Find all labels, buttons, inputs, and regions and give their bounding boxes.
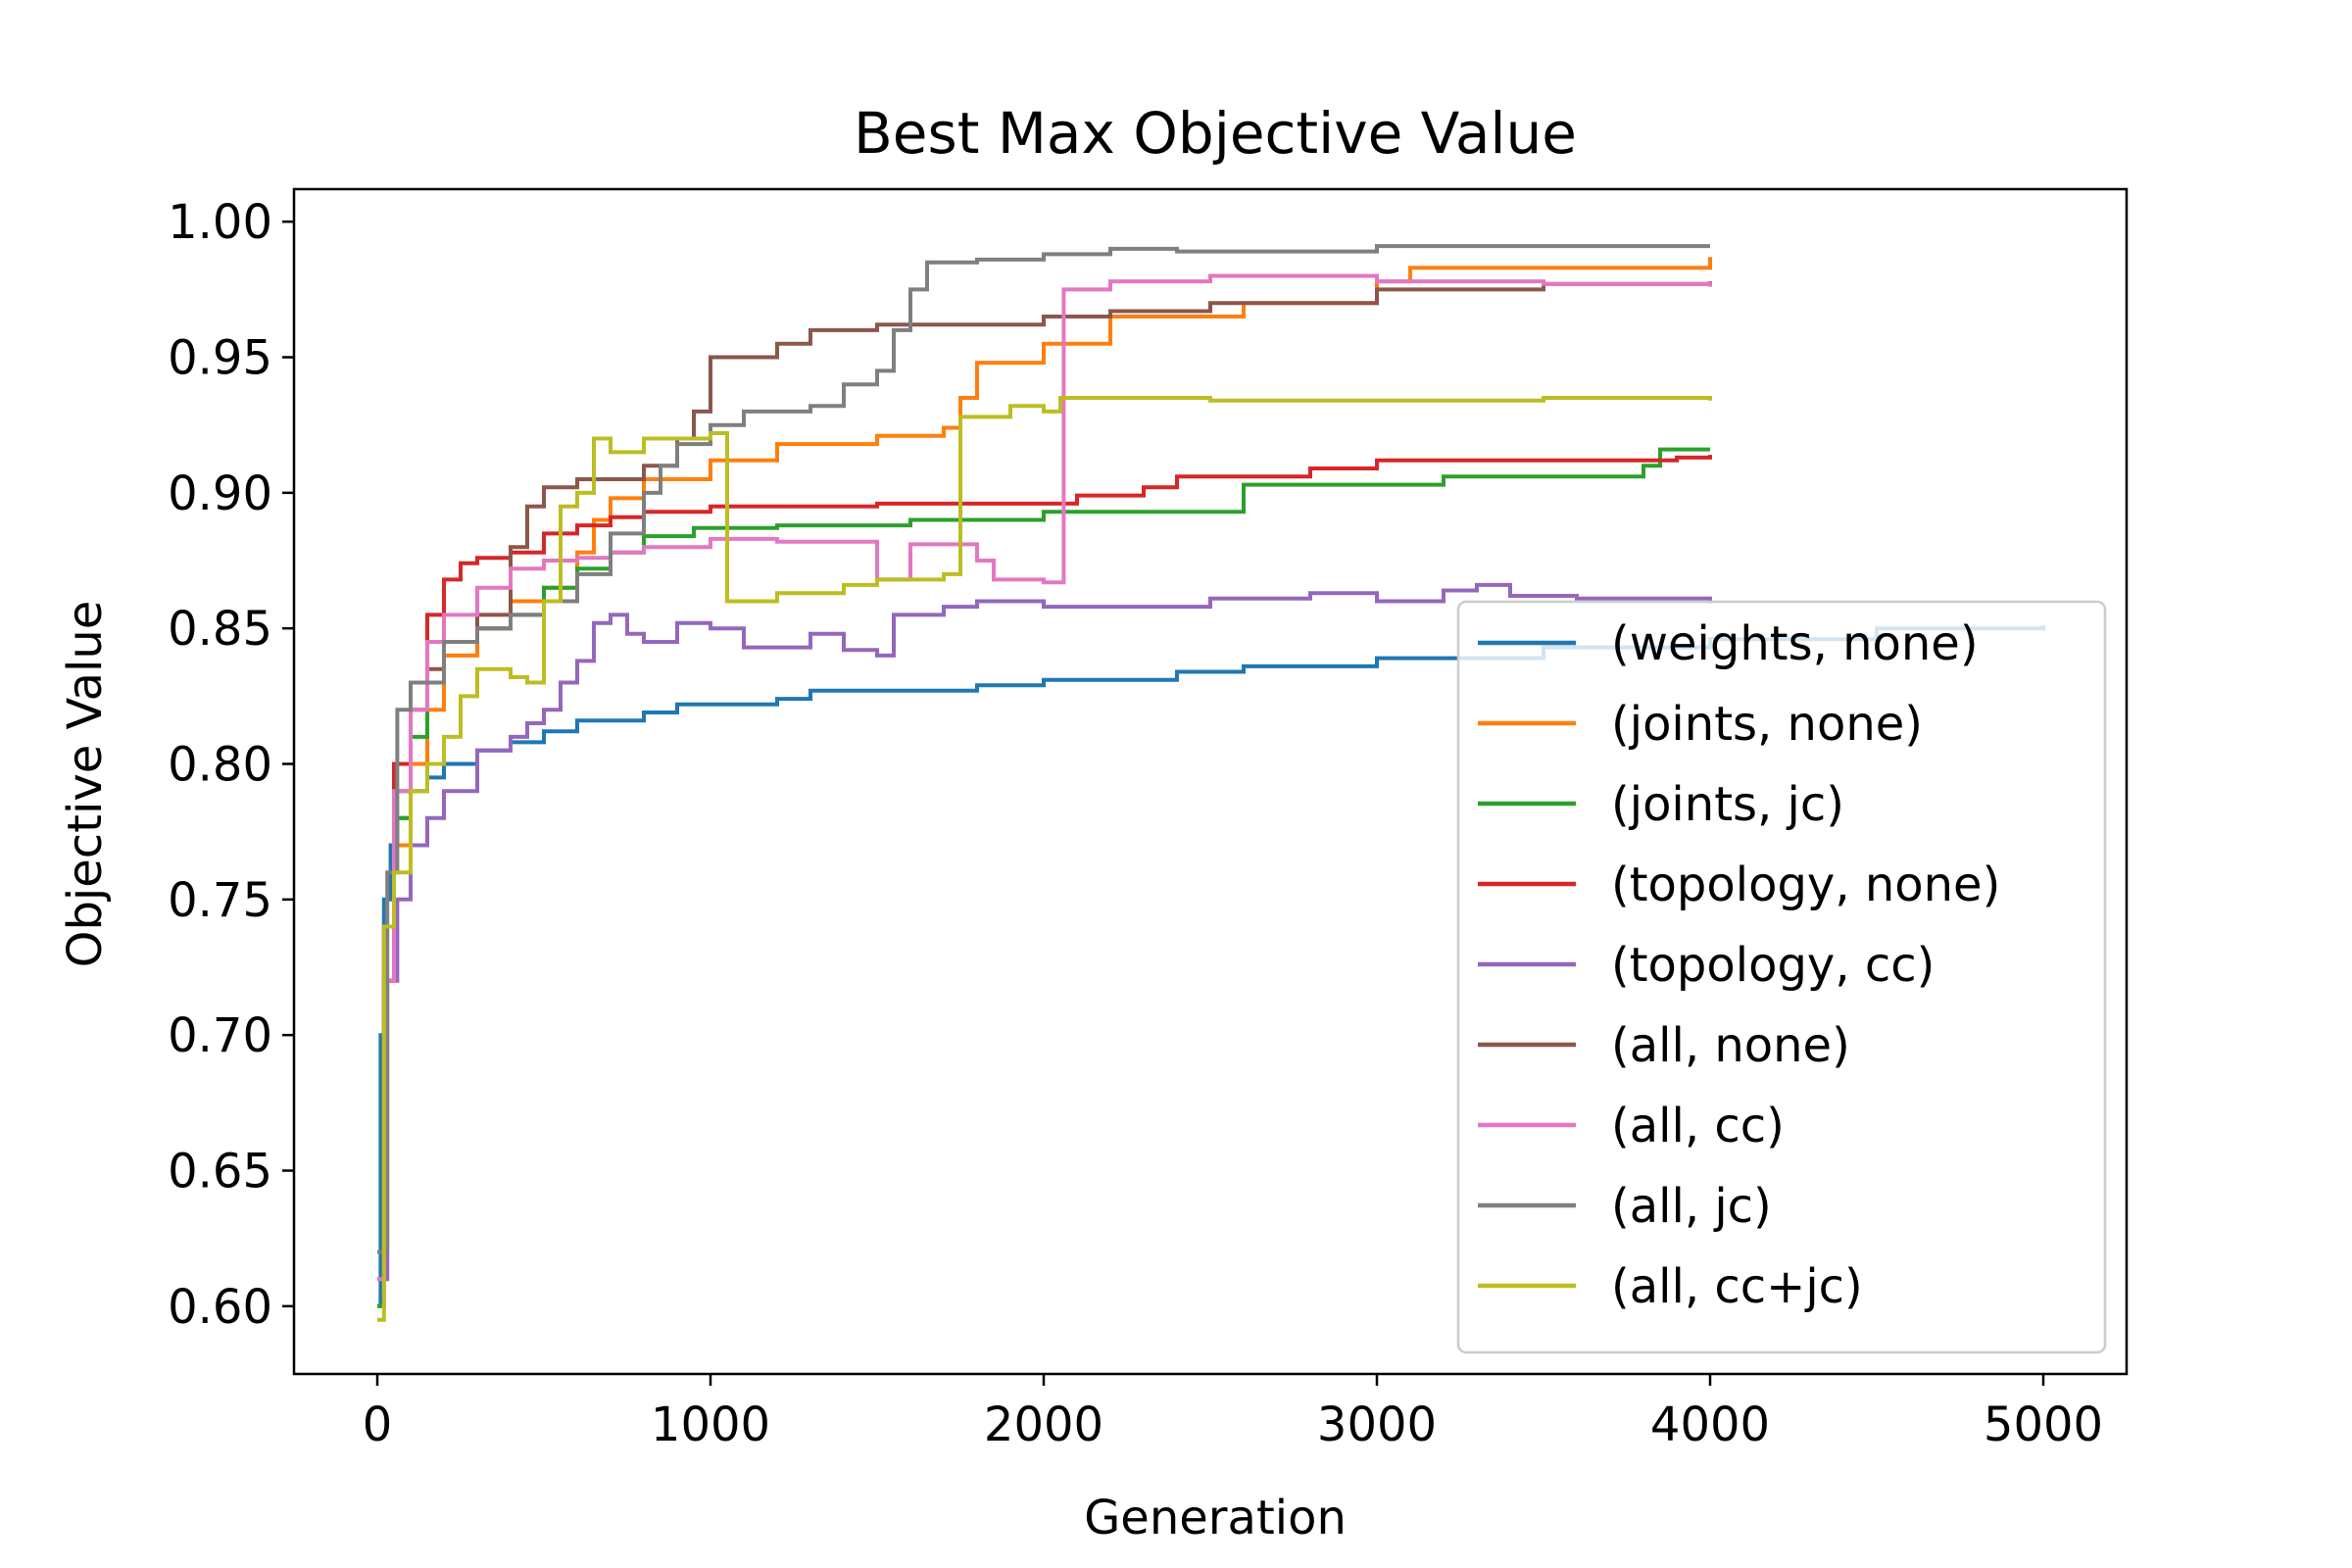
legend-box — [1456, 600, 2107, 1354]
y-tick-label: 0.80 — [168, 738, 272, 793]
legend-label-7: (all, cc) — [1611, 1099, 1785, 1153]
x-tick-label: 5000 — [1984, 1397, 2103, 1452]
y-tick-label: 0.90 — [168, 466, 272, 521]
legend-label-1: (weights, none) — [1611, 616, 1979, 671]
legend-label-3: (joints, jc) — [1611, 777, 1844, 832]
y-tick-label: 0.65 — [168, 1145, 272, 1200]
series-line-8 — [377, 244, 1710, 1254]
plot-area-frame — [292, 187, 2129, 1376]
x-tick-label: 3000 — [1317, 1397, 1437, 1452]
x-tick-label: 2000 — [984, 1397, 1103, 1452]
series-layer — [377, 244, 2045, 1322]
legend-label-4: (topology, none) — [1611, 858, 2000, 912]
legend-label-9: (all, cc+jc) — [1611, 1259, 1863, 1314]
x-tick-label: 1000 — [651, 1397, 770, 1452]
x-tick-label: 0 — [363, 1397, 393, 1452]
y-axis: 0.60 0.65 0.70 0.75 0.80 0.85 0.90 0.95 1.00 — [168, 195, 294, 1335]
series-line-9 — [377, 396, 1712, 1322]
legend-label-5: (topology, cc) — [1611, 938, 1935, 993]
legend-label-2: (joints, none) — [1611, 697, 1923, 752]
y-tick-label: 1.00 — [168, 195, 272, 250]
x-axis-label: Generation — [1084, 1491, 1347, 1545]
legend-label-6: (all, none) — [1611, 1018, 1850, 1073]
y-axis-label: Objective Value — [58, 601, 113, 968]
chart-title: Best Max Objective Value — [854, 100, 1577, 167]
x-axis: 0 1000 2000 3000 4000 5000 — [363, 1374, 2103, 1452]
y-tick-label: 0.85 — [168, 602, 272, 657]
legend: (weights, none) (joints, none) (joints, jc… — [1456, 600, 2107, 1354]
legend-label-8: (all, jc) — [1611, 1179, 1772, 1234]
y-tick-label: 0.75 — [168, 873, 272, 928]
x-tick-label: 4000 — [1650, 1397, 1770, 1452]
series-line-5 — [377, 582, 1712, 1282]
y-tick-label: 0.95 — [168, 331, 272, 386]
y-tick-label: 0.60 — [168, 1280, 272, 1335]
y-tick-label: 0.70 — [168, 1008, 272, 1063]
series-line-7 — [377, 273, 1712, 1282]
